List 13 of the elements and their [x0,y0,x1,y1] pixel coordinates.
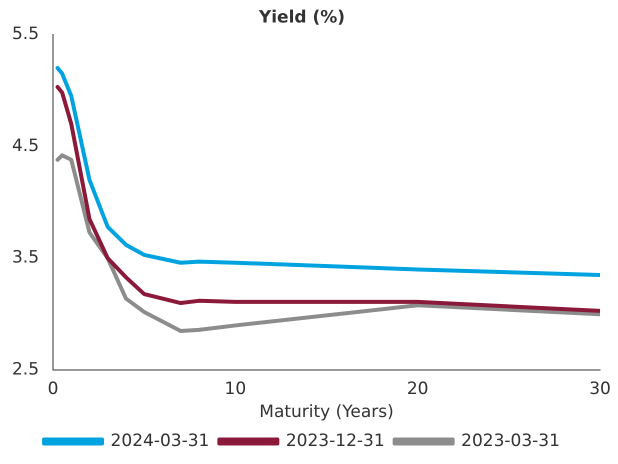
x-axis-title: Maturity (Years) [259,402,394,422]
legend-label: 2023-12-31 [286,430,385,451]
x-tick-label: 30 [589,378,611,399]
legend-label: 2024-03-31 [110,430,210,451]
legend-label: 2023-03-31 [461,430,560,451]
y-tick-label: 4.5 [12,136,40,156]
x-tick-label: 10 [224,378,246,399]
chart-title: Yield (%) [258,8,346,28]
y-tick-label: 2.5 [12,360,40,380]
x-tick-label: 20 [406,378,428,399]
y-tick-label: 3.5 [12,248,40,268]
x-tick-label: 0 [48,378,58,399]
y-tick-label: 5.5 [12,24,40,44]
